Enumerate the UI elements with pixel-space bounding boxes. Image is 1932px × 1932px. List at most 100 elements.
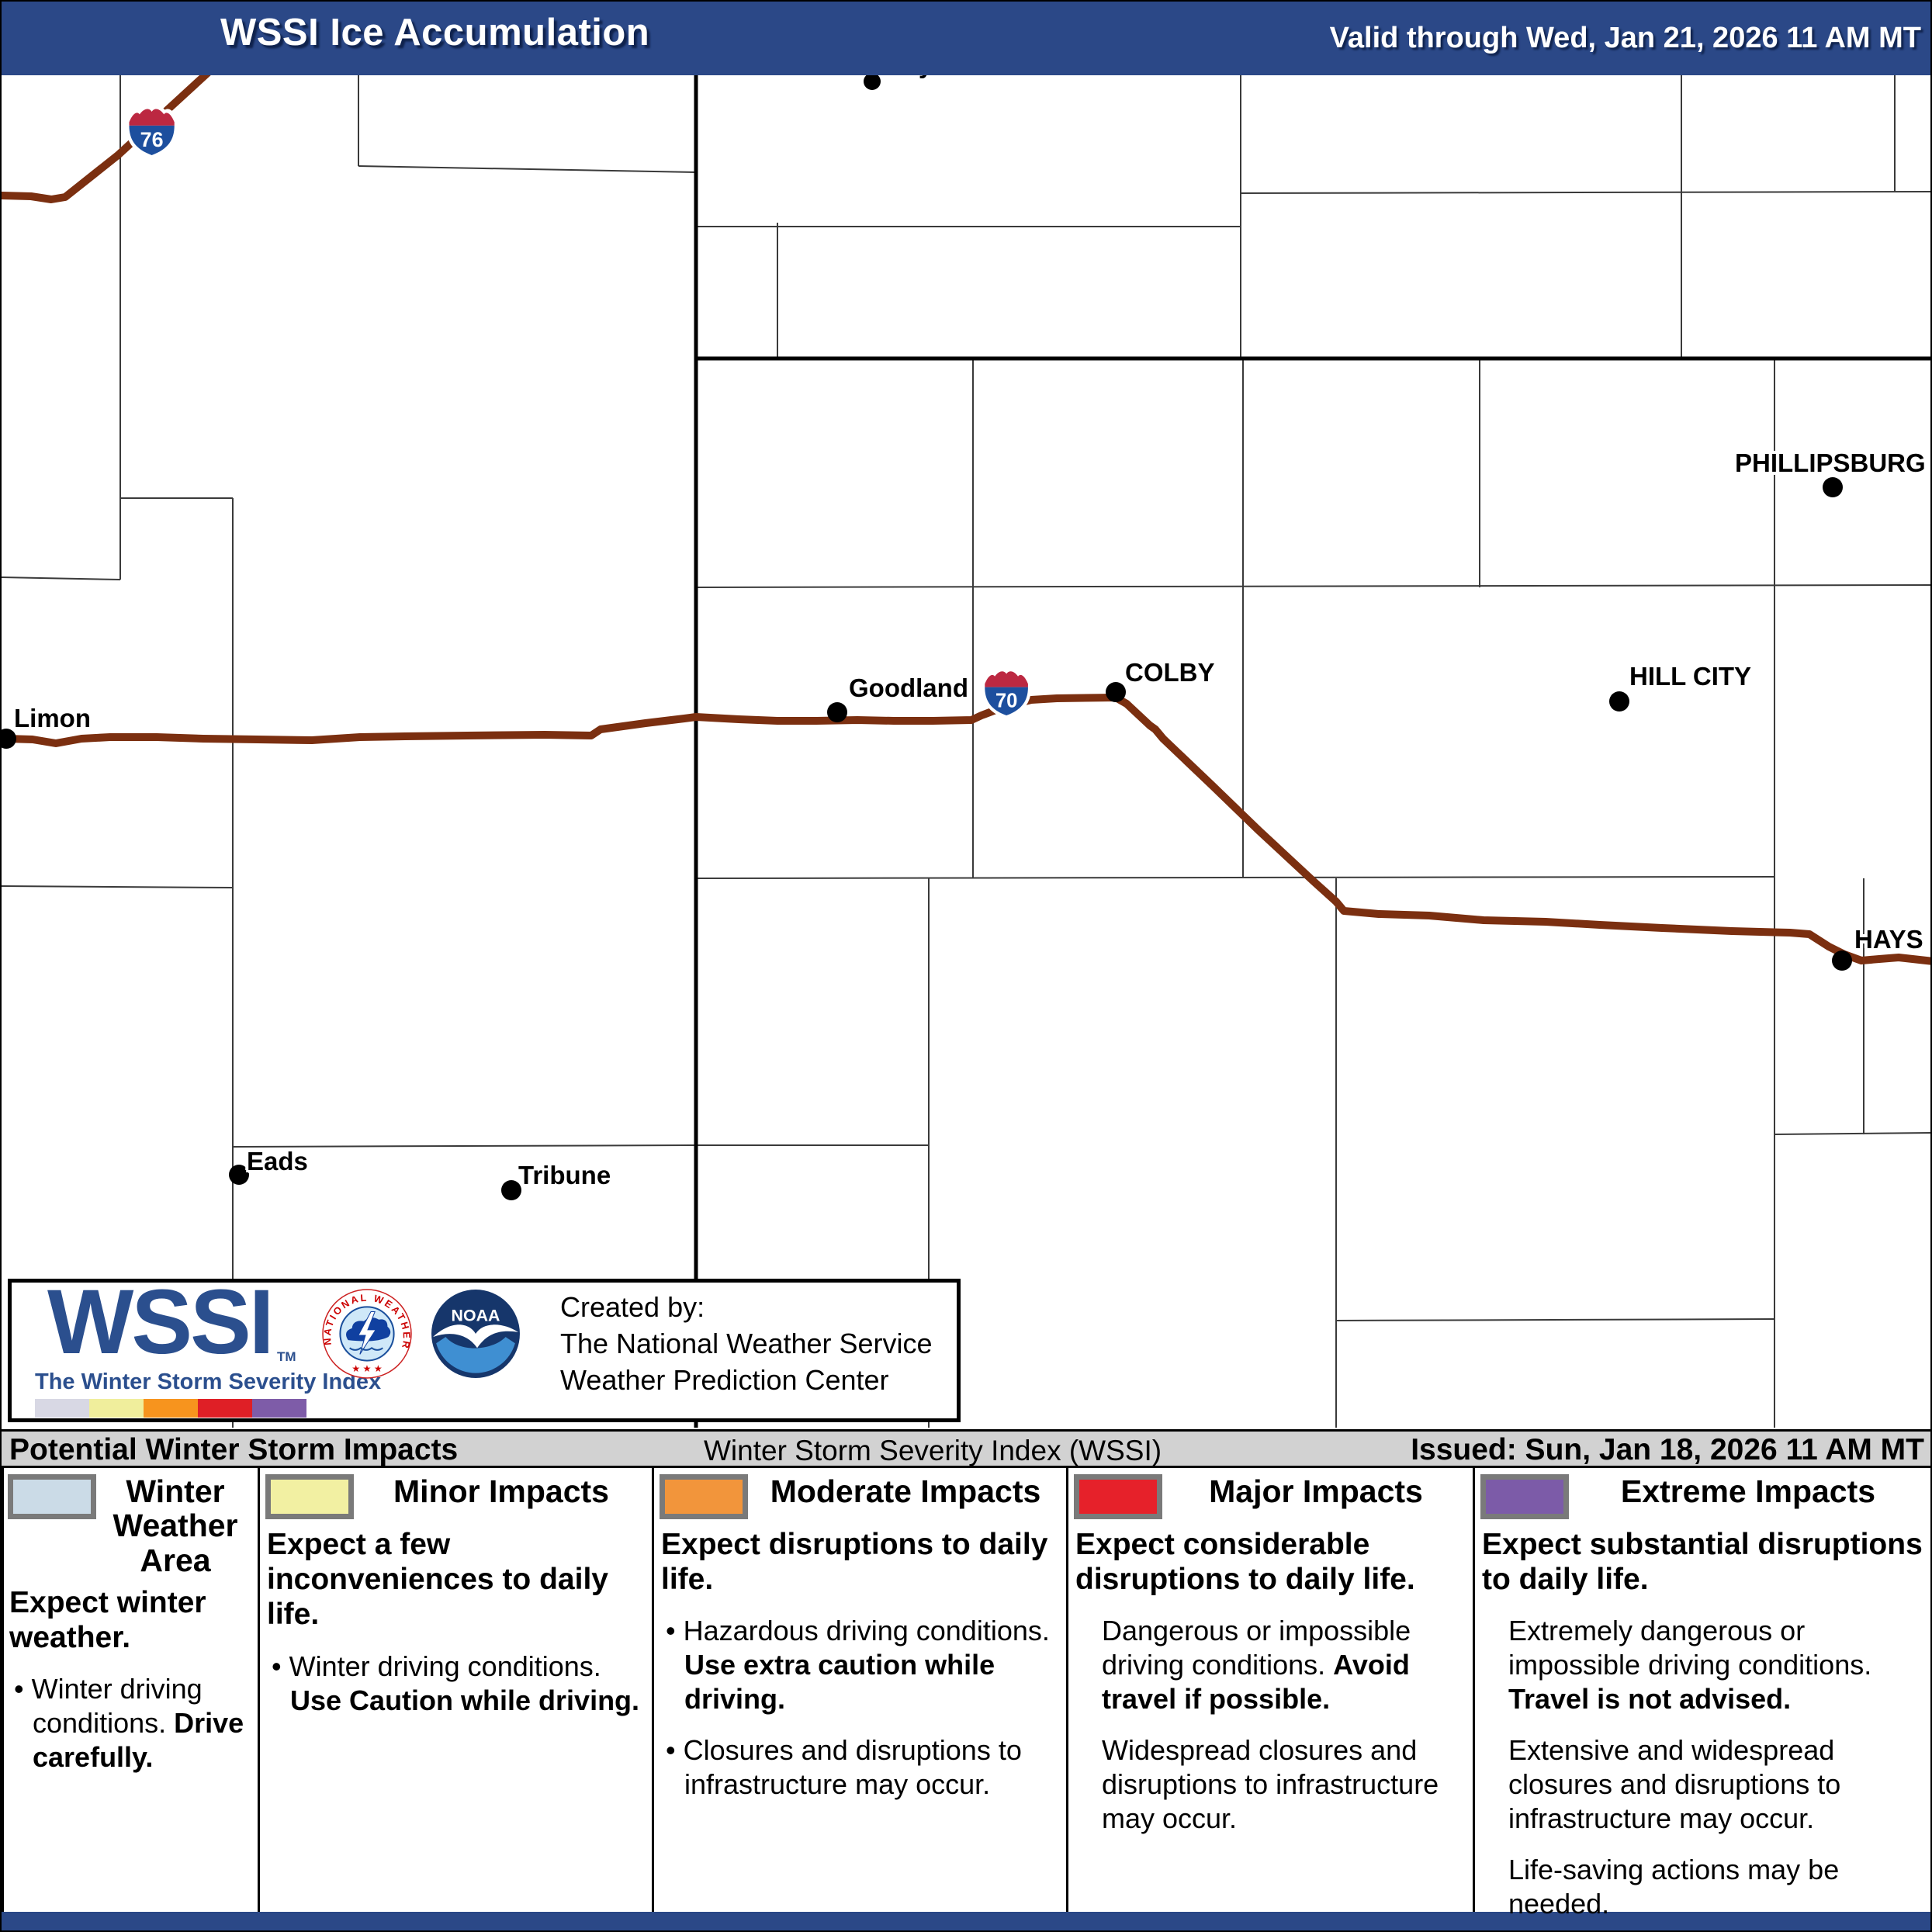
legend-col-minor: Minor Impacts Expect a few inconvenience… (265, 1473, 649, 1718)
noaa-logo: NOAA (431, 1290, 520, 1378)
city-dot-limon (2, 729, 16, 749)
extreme-item-2: Extensive and widespread closures and di… (1480, 1733, 1927, 1836)
legend-separator (1473, 1468, 1475, 1912)
extreme-lead: Expect substantial disruptions to daily … (1482, 1528, 1923, 1597)
city-dot-hays (1832, 950, 1852, 971)
wssi-trademark: TM (277, 1349, 296, 1364)
winter-item-text: Winter driving conditions. (31, 1673, 203, 1740)
interstate-70-shield: 70 (982, 667, 1032, 719)
winter-swatch (8, 1474, 96, 1519)
city-label-eads: Eads (247, 1147, 308, 1175)
city-label-phillipsburg: PHILLIPSBURG (1735, 448, 1926, 477)
major-lead: Expect considerable disruptions to daily… (1075, 1528, 1415, 1597)
moderate-item-1-text: Hazardous driving conditions. (683, 1615, 1050, 1647)
i70-shield-number: 70 (995, 690, 1018, 712)
city-dot-goodland (827, 702, 847, 722)
major-item-2: Widespread closures and disruptions to i… (1074, 1733, 1470, 1836)
city-dot-hill-city (1609, 691, 1629, 712)
valid-through-label: Valid through Wed, Jan 21, 2026 11 AM MT (1329, 22, 1921, 54)
i76-highway-line (2, 66, 215, 203)
city-dots (2, 73, 1852, 1200)
extreme-item-1-text: Extremely dangerous or impossible drivin… (1508, 1615, 1872, 1681)
major-title: Major Impacts (1209, 1473, 1423, 1509)
city-label-hill-city: HILL CITY (1629, 662, 1752, 691)
minor-lead: Expect a few inconveniences to daily lif… (267, 1528, 608, 1632)
wssi-tagline: The Winter Storm Severity Index (35, 1369, 382, 1394)
minor-item-bold: Use Caution while driving. (290, 1684, 640, 1716)
city-dot-eads (229, 1165, 249, 1185)
created-by-block: Created by: The National Weather Service… (560, 1289, 933, 1398)
legend-separator (258, 1468, 260, 1912)
wssi-severity-strip (35, 1399, 306, 1418)
moderate-lead: Expect disruptions to daily life. (661, 1528, 1048, 1597)
legend-col-winter: Winter Weather Area Expect winter weathe… (8, 1473, 254, 1774)
winter-title: Winter Weather Area (113, 1473, 238, 1578)
created-org-line: The National Weather Service (560, 1328, 933, 1360)
noaa-text: NOAA (452, 1307, 500, 1325)
major-item-1: Dangerous or impossible driving conditio… (1074, 1614, 1470, 1716)
header-bar: WSSI Ice Accumulation Valid through Wed,… (2, 2, 1930, 75)
major-swatch (1074, 1474, 1162, 1519)
winter-item: Winter driving conditions. Drive careful… (8, 1672, 254, 1774)
city-dot-top-partial (864, 73, 881, 90)
map-canvas: 76 70 (2, 66, 1930, 1428)
minor-item-text: Winter driving conditions. (289, 1650, 601, 1682)
highway-lines (2, 66, 1930, 965)
minor-swatch (265, 1474, 354, 1519)
extreme-title: Extreme Impacts (1620, 1473, 1876, 1509)
strip-moderate (144, 1399, 198, 1418)
extreme-item-3-text: Life-saving actions may be needed. (1508, 1853, 1840, 1920)
city-dot-tribune (501, 1180, 521, 1200)
moderate-title: Moderate Impacts (770, 1473, 1041, 1509)
minor-title: Minor Impacts (393, 1473, 609, 1509)
i70-highway-line (2, 694, 1930, 965)
city-label-tribune: Tribune (518, 1161, 611, 1189)
city-dot-phillipsburg (1823, 477, 1843, 497)
city-label-hays: HAYS (1854, 925, 1923, 954)
major-item-1-text: Dangerous or impossible driving conditio… (1102, 1615, 1411, 1681)
info-bar-subtitle: Winter Storm Severity Index (WSSI) (704, 1435, 1162, 1466)
created-center-line: Weather Prediction Center (560, 1364, 889, 1397)
city-label-limon: Limon (14, 704, 91, 732)
legend-separator (1066, 1468, 1068, 1912)
extreme-item-1: Extremely dangerous or impossible drivin… (1480, 1614, 1927, 1716)
state-borders (694, 75, 1930, 1428)
strip-winter (35, 1399, 89, 1418)
strip-extreme (252, 1399, 306, 1418)
legend-col-major: Major Impacts Expect considerable disrup… (1074, 1473, 1470, 1836)
legend-col-extreme: Extreme Impacts Expect substantial disru… (1480, 1473, 1927, 1921)
i76-shield-number: 76 (140, 128, 164, 151)
page-title: WSSI Ice Accumulation (220, 12, 650, 54)
city-label-goodland: Goodland (849, 673, 968, 702)
extreme-swatch (1480, 1474, 1569, 1519)
city-label-colby: COLBY (1125, 658, 1215, 687)
moderate-item-2: Closures and disruptions to infrastructu… (660, 1733, 1063, 1802)
issued-label: Issued: Sun, Jan 18, 2026 11 AM MT (1411, 1433, 1924, 1466)
moderate-swatch (660, 1474, 748, 1519)
winter-item-bold: Drive carefully. (33, 1707, 244, 1774)
moderate-item-1-bold: Use extra caution while driving. (684, 1649, 995, 1716)
county-lines (2, 75, 1930, 1428)
city-dot-colby (1106, 682, 1126, 702)
created-by-line: Created by: (560, 1291, 705, 1323)
wssi-wordmark: WSSI (47, 1271, 275, 1373)
minor-item: Winter driving conditions. Use Caution w… (265, 1650, 649, 1718)
nws-stars: ★ ★ ★ (351, 1363, 383, 1374)
strip-minor (89, 1399, 144, 1418)
wssi-logo-box: WSSI TM The Winter Storm Severity Index … (8, 1271, 961, 1422)
moderate-item-2-text: Closures and disruptions to infrastructu… (683, 1734, 1022, 1801)
extreme-item-1-bold: Travel is not advised. (1508, 1683, 1792, 1716)
interstate-76-shield: 76 (126, 106, 178, 159)
extreme-item-2-text: Extensive and widespread closures and di… (1508, 1734, 1841, 1834)
info-bar: Potential Winter Storm Impacts Winter St… (2, 1429, 1930, 1468)
legend-separator (652, 1468, 654, 1912)
bottom-bar (2, 1912, 1930, 1930)
legend-col-moderate: Moderate Impacts Expect disruptions to d… (660, 1473, 1063, 1802)
major-item-2-text: Widespread closures and disruptions to i… (1102, 1734, 1439, 1834)
extreme-item-3: Life-saving actions may be needed. (1480, 1853, 1927, 1921)
nws-logo: NATIONAL WEATHER SERVICE ★ ★ ★ (321, 1288, 412, 1379)
winter-lead: Expect winter weather. (9, 1585, 206, 1655)
strip-major (198, 1399, 252, 1418)
info-bar-title: Potential Winter Storm Impacts (9, 1433, 459, 1466)
